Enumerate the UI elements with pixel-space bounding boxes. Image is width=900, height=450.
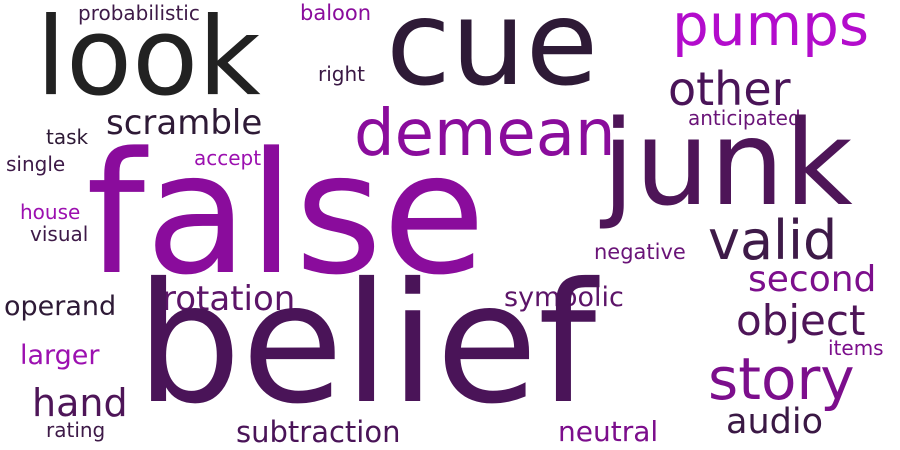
word-visual: visual	[30, 222, 89, 246]
word-pumps: pumps	[672, 0, 870, 59]
word-right: right	[318, 62, 365, 86]
word-other: other	[668, 62, 791, 116]
word-subtraction: subtraction	[236, 415, 401, 449]
word-negative: negative	[594, 240, 686, 264]
word-house: house	[20, 200, 81, 224]
word-belief: belief	[136, 248, 597, 441]
word-items: items	[828, 336, 884, 360]
word-audio: audio	[726, 402, 823, 442]
word-symbolic: symbolic	[504, 282, 624, 313]
word-task: task	[46, 125, 89, 149]
word-look: look	[36, 0, 261, 120]
word-hand: hand	[32, 381, 128, 425]
word-rating: rating	[46, 418, 106, 442]
word-probabilistic: probabilistic	[78, 1, 200, 25]
word-false: false	[86, 116, 486, 312]
word-story: story	[708, 345, 855, 413]
word-scramble: scramble	[106, 103, 263, 143]
word-cue: cue	[386, 0, 599, 112]
word-operand: operand	[4, 291, 117, 322]
word-neutral: neutral	[558, 415, 659, 448]
word-single: single	[6, 152, 66, 176]
word-accept: accept	[194, 146, 262, 170]
word-object: object	[736, 296, 866, 345]
word-baloon: baloon	[300, 1, 372, 25]
word-demean: demean	[354, 97, 616, 171]
word-second: second	[748, 259, 877, 300]
word-anticipated: anticipated	[688, 106, 801, 130]
word-rotation: rotation	[162, 279, 296, 319]
word-junk: junk	[602, 94, 853, 232]
word-larger: larger	[20, 340, 100, 371]
word-valid: valid	[708, 209, 838, 272]
